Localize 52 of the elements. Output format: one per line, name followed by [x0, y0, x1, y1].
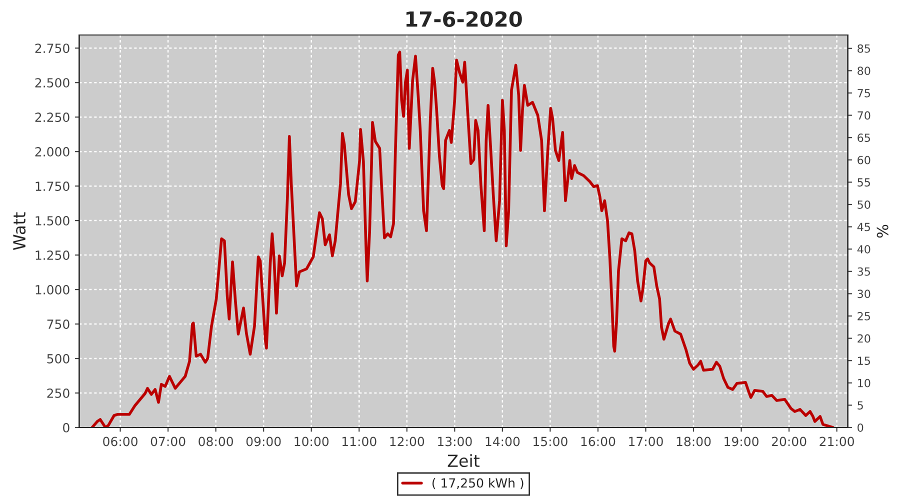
y2-tick-label: 0: [858, 423, 864, 432]
y-tick-label: 2.000: [35, 147, 70, 157]
x-tick-label: 15:00: [534, 436, 568, 446]
y2-tick-label: 75: [858, 89, 870, 98]
chart-title: 17-6-2020: [406, 11, 522, 27]
line-series: [90, 50, 834, 428]
x-tick-label: 07:00: [150, 436, 186, 446]
y-tick-label: 1.750: [36, 182, 70, 191]
y2-tick-label: 10: [858, 378, 870, 388]
y-tick-label: 500: [47, 354, 70, 364]
legend-label: ( 17,250 kWh ): [432, 478, 524, 490]
x-tick-label: 18:00: [676, 436, 711, 446]
y2-tick-label: 45: [857, 222, 870, 232]
x-tick-label: 12:00: [390, 436, 424, 446]
x-tick-label: 08:00: [198, 436, 233, 446]
y2-tick-label: 40: [857, 245, 870, 254]
y-tick-label: 2.500: [35, 78, 70, 88]
y2-tick-label: 50: [858, 200, 870, 209]
y2-axis-title: %: [876, 224, 888, 238]
x-tick-label: 11:00: [342, 436, 376, 446]
y-tick-label: 1.500: [36, 216, 70, 226]
y2-tick-label: 30: [858, 290, 870, 298]
y-tick-label: 750: [47, 320, 70, 329]
y2-tick-label: 35: [858, 267, 870, 276]
y2-tick-label: 85: [858, 44, 870, 53]
x-tick-label: 13:00: [438, 436, 472, 446]
y-tick-label: 2.250: [35, 112, 70, 122]
y-tick-label: 1.000: [36, 285, 70, 294]
y2-tick-label: 65: [858, 134, 870, 142]
y2-tick-label: 5: [858, 401, 863, 410]
y-tick-label: 250: [47, 388, 70, 398]
y2-tick-label: 25: [858, 312, 870, 320]
x-tick-label: 17:00: [629, 436, 663, 446]
x-axis-title: Zeit: [448, 454, 480, 468]
x-tick-label: 19:00: [724, 436, 758, 446]
y2-tick-label: 55: [858, 178, 870, 187]
y2-tick-label: 70: [858, 111, 870, 120]
x-tick-label: 16:00: [581, 436, 616, 446]
x-tick-label: 21:00: [820, 436, 854, 446]
x-tick-label: 20:00: [772, 436, 806, 446]
y2-tick-label: 15: [858, 356, 870, 365]
y-axis-title: Watt: [13, 212, 26, 250]
x-tick-label: 14:00: [486, 436, 520, 446]
y2-tick-label: 20: [858, 334, 870, 343]
x-tick-label: 09:00: [246, 436, 281, 446]
y-tick-label: 1.250: [36, 250, 70, 260]
y-tick-label: 2.750: [35, 44, 70, 54]
y2-tick-label: 80: [858, 66, 870, 76]
x-tick-label: 06:00: [103, 436, 138, 446]
y-tick-label: 0: [63, 422, 70, 432]
y2-tick-label: 60: [858, 156, 870, 164]
x-tick-label: 10:00: [294, 436, 329, 446]
